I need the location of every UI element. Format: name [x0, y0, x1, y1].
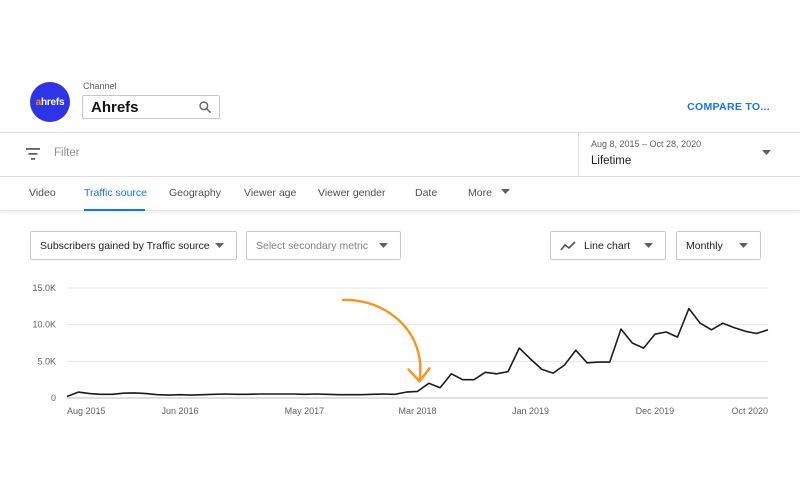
tab-viewer-gender[interactable]: Viewer gender — [318, 187, 386, 199]
tab-date[interactable]: Date — [415, 187, 438, 199]
chevron-down-icon — [500, 189, 510, 194]
channel-label: Channel — [83, 81, 117, 91]
chevron-down-icon — [739, 243, 748, 248]
y-tick-label: 5.0K — [37, 356, 56, 366]
chevron-down-icon[interactable] — [762, 150, 771, 156]
filter-input[interactable]: Filter — [54, 147, 80, 159]
chart-type-select[interactable]: Line chart — [550, 231, 666, 260]
x-tick-label: Jan 2019 — [512, 406, 549, 416]
y-tick-label: 15.0K — [32, 283, 56, 293]
divider — [578, 133, 579, 176]
tab-bar — [0, 178, 800, 211]
chevron-down-icon — [215, 243, 224, 248]
x-tick-label: Dec 2019 — [636, 406, 675, 416]
interval-value: Monthly — [686, 239, 723, 252]
annotation-arrow — [341, 298, 422, 383]
tab-viewer-age[interactable]: Viewer age — [244, 187, 297, 199]
tab-geography[interactable]: Geography — [169, 187, 221, 199]
metric-select-value: Subscribers gained by Traffic source — [40, 239, 210, 252]
series-line[interactable] — [66, 307, 769, 398]
tab-video[interactable]: Video — [29, 187, 56, 199]
metric-select[interactable]: Subscribers gained by Traffic source — [30, 231, 237, 260]
channel-logo-text: ahrefs — [35, 96, 65, 108]
x-tick-label: May 2017 — [285, 406, 325, 416]
date-range-text: Aug 8, 2015 – Oct 28, 2020 — [591, 139, 702, 149]
y-tick-label: 10.0K — [32, 320, 56, 330]
filter-icon[interactable] — [25, 147, 41, 161]
channel-search-field[interactable]: Ahrefs — [82, 95, 220, 119]
filter-bar — [0, 132, 800, 177]
tab-traffic-source[interactable]: Traffic source — [84, 187, 148, 199]
subscribers-line-chart: 0 5.0K 10.0K 15.0K Aug 2015 Jun 2016 May 2017 M… — [32, 283, 769, 416]
x-tick-label: Jun 2016 — [162, 406, 199, 416]
y-tick-label: 0 — [51, 393, 56, 403]
active-tab-indicator — [84, 209, 145, 211]
chevron-down-icon — [379, 243, 388, 248]
tab-more[interactable]: More — [468, 187, 510, 199]
secondary-metric-select[interactable]: Select secondary metric — [246, 231, 401, 260]
x-tick-label: Oct 2020 — [731, 406, 768, 416]
line-chart-icon — [560, 240, 576, 250]
chart-type-value: Line chart — [584, 239, 631, 252]
compare-to-button[interactable]: COMPARE TO... — [687, 101, 770, 113]
channel-avatar: ahrefs — [30, 82, 70, 122]
channel-name: Ahrefs — [91, 98, 139, 116]
interval-select[interactable]: Monthly — [676, 231, 761, 260]
tab-more-label: More — [468, 187, 492, 199]
annotation-arrowhead — [407, 367, 431, 383]
date-range-selector[interactable]: Lifetime — [591, 155, 632, 167]
secondary-metric-placeholder: Select secondary metric — [256, 239, 369, 252]
search-icon[interactable] — [198, 100, 212, 114]
x-tick-label: Aug 2015 — [67, 406, 106, 416]
chevron-down-icon — [644, 243, 653, 248]
x-tick-label: Mar 2018 — [398, 406, 436, 416]
